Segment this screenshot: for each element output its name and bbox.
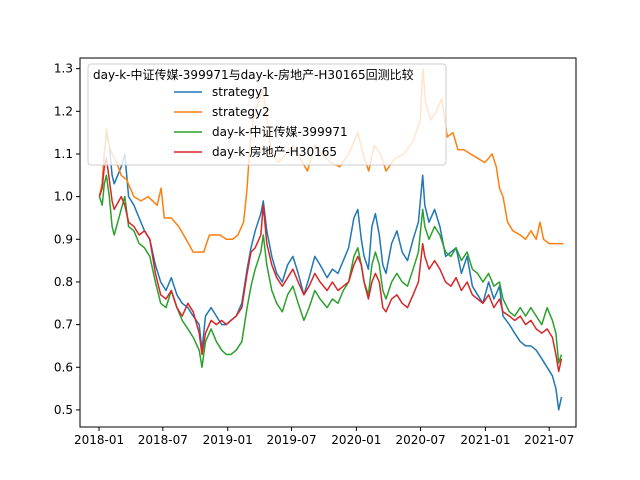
legend-items: strategy1 strategy2 day-k-中证传媒-399971 day-k…: [174, 85, 348, 159]
legend-label-4: day-k-房地产-H30165: [212, 144, 337, 159]
y-tick-label: 1.1: [54, 147, 73, 161]
series-line-4: [98, 157, 563, 373]
y-tick-label: 1.0: [54, 190, 73, 204]
legend-box: [87, 63, 447, 166]
legend-title: day-k-中证传媒-399971与day-k-房地产-H30165回测比较: [93, 67, 414, 82]
x-tick-label: 2019-01: [203, 433, 253, 447]
x-tick-label: 2020-01: [331, 433, 381, 447]
x-tick-label: 2018-01: [74, 433, 124, 447]
y-tick-label: 0.8: [54, 275, 73, 289]
y-tick-label: 0.5: [54, 403, 73, 417]
legend-label-2: strategy2: [212, 105, 270, 119]
y-tick-label: 0.6: [54, 360, 73, 374]
x-tick-label: 2021-01: [460, 433, 510, 447]
legend: day-k-中证传媒-399971与day-k-房地产-H30165回测比较 s…: [87, 63, 447, 166]
legend-label-1: strategy1: [212, 85, 270, 99]
y-tick-label: 1.3: [54, 62, 73, 76]
x-tick-label: 2019-07: [266, 433, 316, 447]
y-tick-label: 0.9: [54, 232, 73, 246]
series-line-3: [98, 174, 563, 369]
legend-label-3: day-k-中证传媒-399971: [212, 124, 348, 139]
y-tick-label: 1.2: [54, 104, 73, 118]
y-tick-label: 0.7: [54, 318, 73, 332]
y-axis: 0.5 0.6 0.7 0.8 0.9 1.0 1.1 1.2 1.3: [54, 62, 80, 417]
x-axis: 2018-01 2018-07 2019-01 2019-07 2020-01 2020-…: [74, 427, 574, 447]
x-tick-label: 2021-07: [524, 433, 574, 447]
plot-frame: [79, 57, 577, 428]
x-tick-label: 2020-07: [395, 433, 445, 447]
x-tick-label: 2018-07: [138, 433, 188, 447]
